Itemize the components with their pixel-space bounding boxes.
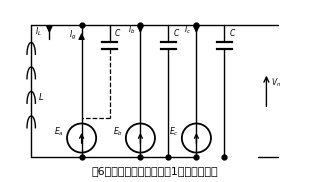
Text: $C$: $C$	[114, 27, 121, 38]
Text: $V_n$: $V_n$	[271, 76, 281, 89]
Text: 第6図　ミルマンの定理を1線地絡に適応: 第6図 ミルマンの定理を1線地絡に適応	[91, 166, 218, 176]
Text: $C$: $C$	[172, 27, 180, 38]
Text: $C$: $C$	[228, 27, 236, 38]
Text: $I_g$: $I_g$	[69, 28, 76, 41]
Text: $I_b$: $I_b$	[128, 24, 135, 36]
Text: $E_c$: $E_c$	[169, 126, 179, 138]
Text: $E_b$: $E_b$	[113, 126, 123, 138]
Text: $L$: $L$	[38, 91, 44, 102]
Text: $E_a$: $E_a$	[54, 126, 64, 138]
Text: $I_c$: $I_c$	[184, 24, 191, 36]
Text: $I_L$: $I_L$	[35, 25, 42, 38]
